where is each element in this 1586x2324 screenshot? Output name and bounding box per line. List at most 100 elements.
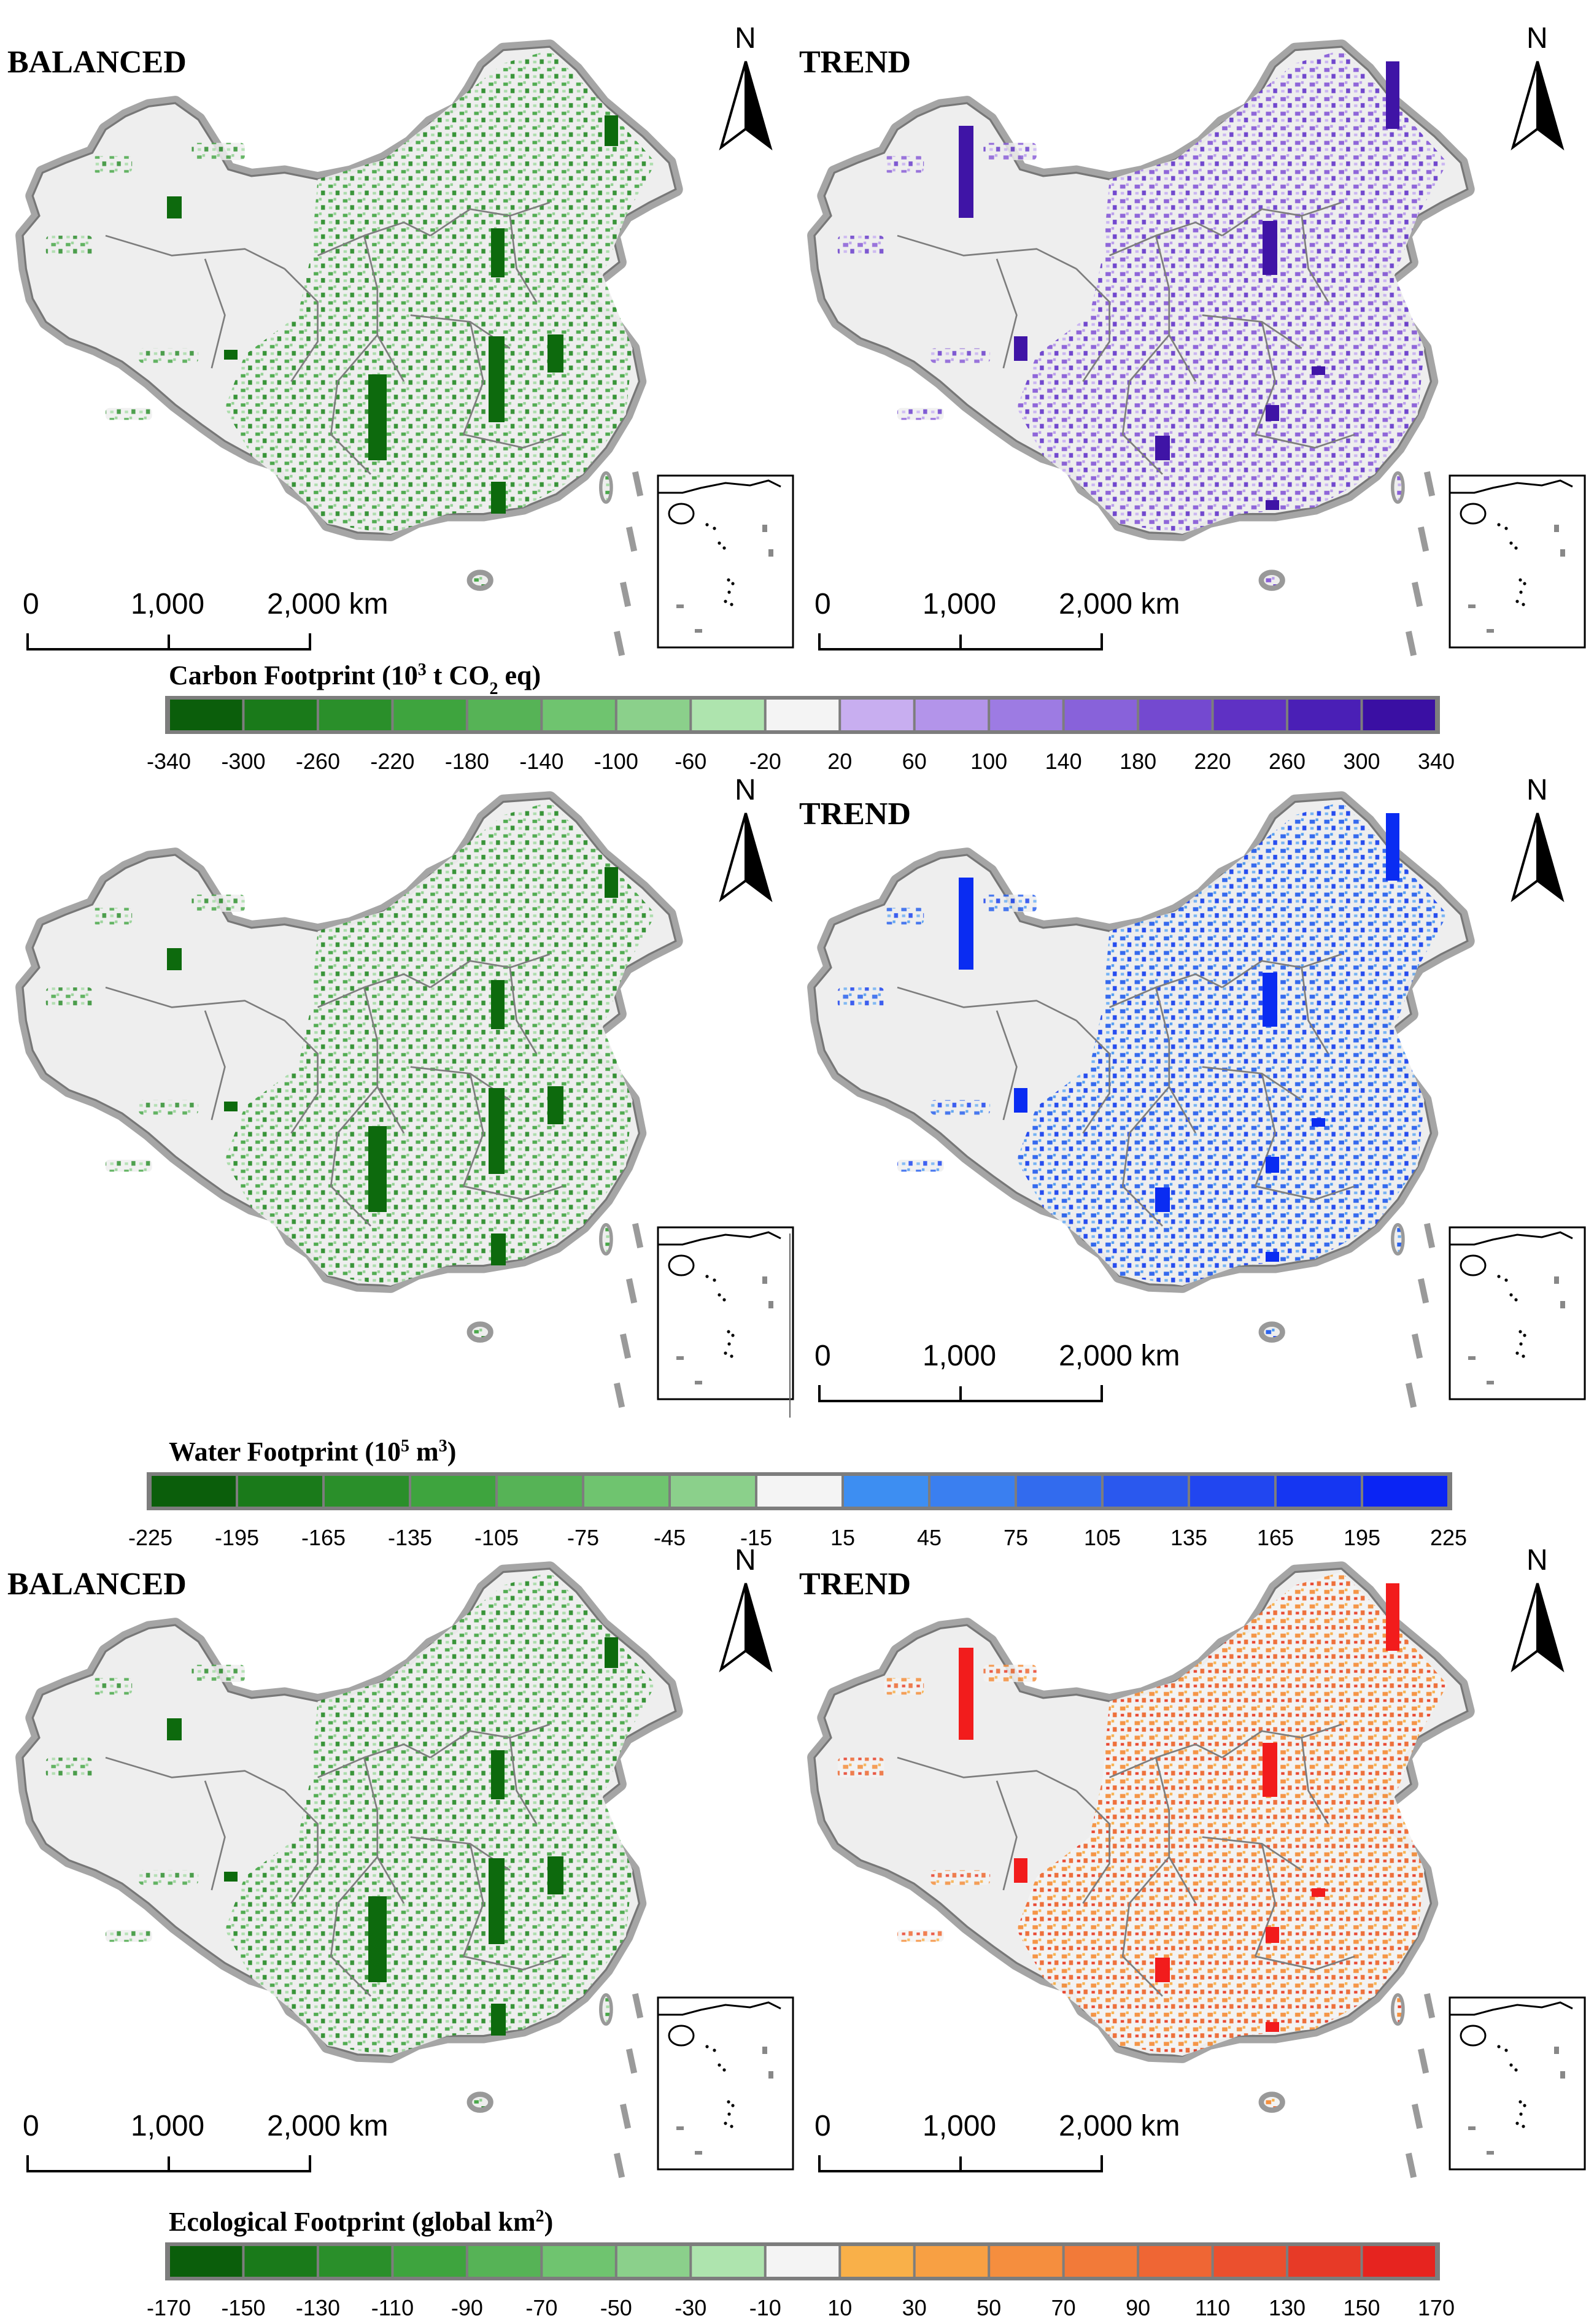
- magnitude-bar-1: [167, 1718, 182, 1740]
- north-label: N: [735, 774, 756, 806]
- magnitude-bar-5: [1312, 1118, 1325, 1127]
- magnitude-bar-1: [959, 1648, 973, 1740]
- legend-tick: 100: [970, 749, 1007, 774]
- legend-tick: -60: [675, 749, 706, 774]
- magnitude-bar-7: [368, 374, 387, 460]
- legend-tick: 220: [1194, 749, 1231, 774]
- legend-swatch: [617, 700, 690, 730]
- magnitude-bar-7: [1155, 1187, 1170, 1212]
- legend-swatch: [1213, 700, 1286, 730]
- magnitude-bar-5: [547, 334, 563, 373]
- legend-tick: -70: [525, 2295, 557, 2320]
- magnitude-bar-3: [1263, 1743, 1277, 1797]
- north-arrow: N: [719, 22, 773, 151]
- scale-bar: 0 1,000 2,000 km: [814, 2110, 1180, 2172]
- scale-label-t0: 0: [814, 2110, 831, 2142]
- legend-tick: 70: [1051, 2295, 1076, 2320]
- scale-label-t2: 2,000 km: [1059, 1340, 1180, 1372]
- legend-tick: 75: [1004, 1525, 1028, 1550]
- legend-swatch: [766, 2246, 839, 2277]
- legend-tick: -195: [215, 1525, 259, 1550]
- scale-label-t1: 1,000: [131, 2110, 204, 2142]
- magnitude-bar-2: [1386, 813, 1399, 881]
- north-label: N: [1526, 22, 1548, 55]
- china-map: [23, 47, 676, 591]
- legend-swatch: [468, 700, 541, 730]
- magnitude-bar-5: [547, 1086, 563, 1124]
- legend-tick: 225: [1430, 1525, 1467, 1550]
- north-label: N: [735, 1544, 756, 1577]
- magnitude-bar-7: [1155, 436, 1170, 460]
- legend-swatch: [411, 1476, 495, 1507]
- legend-tick: 60: [902, 749, 927, 774]
- legend-tick: 195: [1344, 1525, 1380, 1550]
- south-china-sea-inset: [657, 474, 794, 649]
- legend-tick: -225: [128, 1525, 172, 1550]
- north-arrow: N: [1511, 774, 1565, 903]
- scale-label-t1: 1,000: [923, 2110, 996, 2142]
- legend-tick: -165: [301, 1525, 346, 1550]
- legend-tick: 45: [917, 1525, 942, 1550]
- north-arrow: N: [1511, 1544, 1565, 1673]
- legend-tick: -50: [600, 2295, 632, 2320]
- legend-tick: 20: [827, 749, 852, 774]
- legend-swatch: [498, 1476, 582, 1507]
- magnitude-bar-4: [489, 336, 505, 422]
- magnitude-bar-4: [1014, 1858, 1027, 1883]
- magnitude-bar-1: [167, 196, 182, 218]
- magnitude-bar-4: [1014, 336, 1027, 361]
- magnitude-bar-6: [1266, 1157, 1279, 1173]
- legend-swatch: [393, 700, 466, 730]
- legend-tick: 10: [827, 2295, 852, 2320]
- legend-swatch: [1363, 700, 1435, 730]
- panel-water-trend: TREND N 0 1,000 2,000 km: [799, 774, 1586, 1408]
- legend-swatch: [841, 2246, 913, 2277]
- magnitude-bar-3: [1263, 221, 1277, 275]
- magnitude-bar-3: [1263, 973, 1277, 1027]
- magnitude-bar-3: [491, 1750, 505, 1799]
- south-china-sea-inset: [657, 1226, 794, 1400]
- legend-swatch: [393, 2246, 466, 2277]
- legend-title: Water Footprint (105 m3): [169, 1437, 456, 1467]
- legend-swatch: [1277, 1476, 1361, 1507]
- magnitude-bar-8: [491, 1233, 506, 1265]
- scale-label-t2: 2,000 km: [1059, 588, 1180, 620]
- legend-tick: -260: [296, 749, 340, 774]
- magnitude-bar-1: [959, 126, 973, 218]
- china-map: [814, 1569, 1468, 2113]
- scale-bar: 0 1,000 2,000 km: [814, 1340, 1180, 1402]
- legend-swatch: [1139, 2246, 1212, 2277]
- legend-tick: -45: [654, 1525, 686, 1550]
- magnitude-bar-5: [547, 1856, 563, 1894]
- scale-label-t2: 2,000 km: [1059, 2110, 1180, 2142]
- magnitude-bar-3: [491, 980, 505, 1029]
- legend-swatch: [319, 2246, 392, 2277]
- magnitude-bar-4: [489, 1088, 505, 1174]
- legend-swatch: [915, 2246, 988, 2277]
- scale-label-t1: 1,000: [923, 588, 996, 620]
- magnitude-bar-8: [1266, 1252, 1279, 1262]
- panel-title: BALANCED: [7, 45, 187, 80]
- magnitude-bar-7: [1155, 1958, 1170, 1982]
- legend-tick: 105: [1084, 1525, 1121, 1550]
- legend-tick: 165: [1257, 1525, 1294, 1550]
- legend-swatch: [930, 1476, 1015, 1507]
- magnitude-bar-6: [224, 1102, 238, 1111]
- legend-swatch: [1363, 1476, 1447, 1507]
- legend-swatch: [1064, 2246, 1137, 2277]
- scale-label-t0: 0: [23, 2110, 39, 2142]
- legend-tick: -340: [147, 749, 191, 774]
- magnitude-bar-2: [605, 115, 618, 146]
- magnitude-bar-8: [491, 482, 506, 514]
- legend-swatch: [841, 700, 913, 730]
- scale-bar: 0 1,000 2,000 km: [23, 588, 388, 650]
- legend-swatch: [671, 1476, 755, 1507]
- panel-carbon-balanced: BALANCED N 0 1,000 2,000 km: [7, 22, 794, 657]
- legend-tick: -135: [388, 1525, 432, 1550]
- legend-swatch: [1017, 1476, 1101, 1507]
- north-label: N: [1526, 1544, 1548, 1577]
- legend-tick: 300: [1343, 749, 1380, 774]
- south-china-sea-inset: [1449, 474, 1586, 649]
- legend-tick: -170: [147, 2295, 191, 2320]
- scale-label-t2: 2,000 km: [267, 2110, 388, 2142]
